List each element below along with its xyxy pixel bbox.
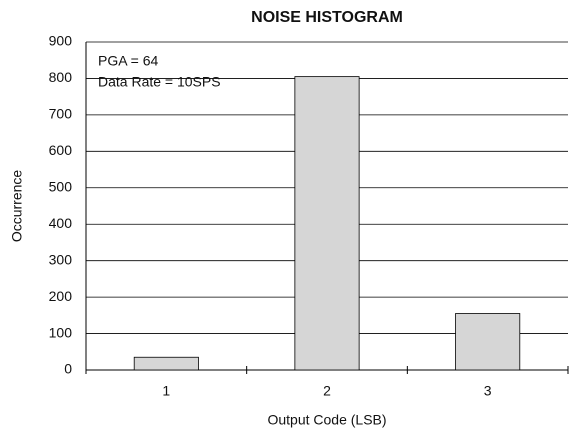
chart-title: NOISE HISTOGRAM [251,9,403,26]
x-axis-label: Output Code (LSB) [267,412,386,428]
y-tick-label: 100 [49,324,73,340]
y-tick-label: 0 [64,361,72,377]
x-tick-label: 1 [162,383,170,399]
annotation: Data Rate = 10SPS [98,74,221,90]
annotation: PGA = 64 [98,53,159,69]
y-tick-label: 200 [49,288,73,304]
y-tick-label: 400 [49,215,73,231]
y-tick-label: 700 [49,106,73,122]
y-tick-label: 800 [49,69,73,85]
y-tick-label: 500 [49,178,73,194]
bar [133,356,199,371]
bar [294,76,360,371]
x-tick-label: 3 [484,383,492,399]
y-tick-label: 600 [49,142,73,158]
x-tick-label: 2 [323,383,331,399]
bar [455,313,521,371]
y-tick-label: 900 [49,33,73,49]
y-axis-label: Occurrence [9,170,25,243]
y-tick-label: 300 [49,251,73,267]
